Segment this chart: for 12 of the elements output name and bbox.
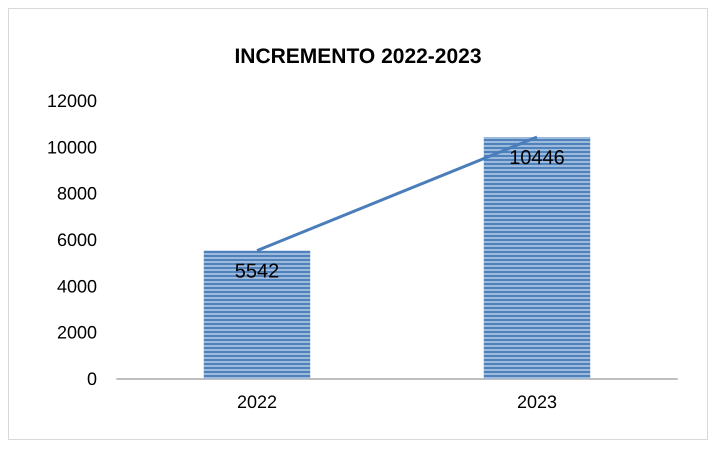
x-tick-label: 2023	[516, 392, 558, 412]
y-tick-label: 6000	[56, 230, 97, 250]
y-tick-label: 10000	[46, 137, 97, 158]
data-label: 5542	[234, 260, 280, 283]
y-tick-label: 4000	[56, 276, 97, 296]
y-tick-label: 0	[86, 369, 97, 389]
x-tick-label: 2022	[236, 392, 278, 412]
y-tick-label: 8000	[56, 184, 97, 204]
chart-title: INCREMENTO 2022-2023	[234, 45, 482, 68]
data-label: 10446	[509, 147, 565, 169]
y-tick-label: 2000	[56, 322, 97, 343]
y-tick-label: 12000	[46, 91, 97, 111]
